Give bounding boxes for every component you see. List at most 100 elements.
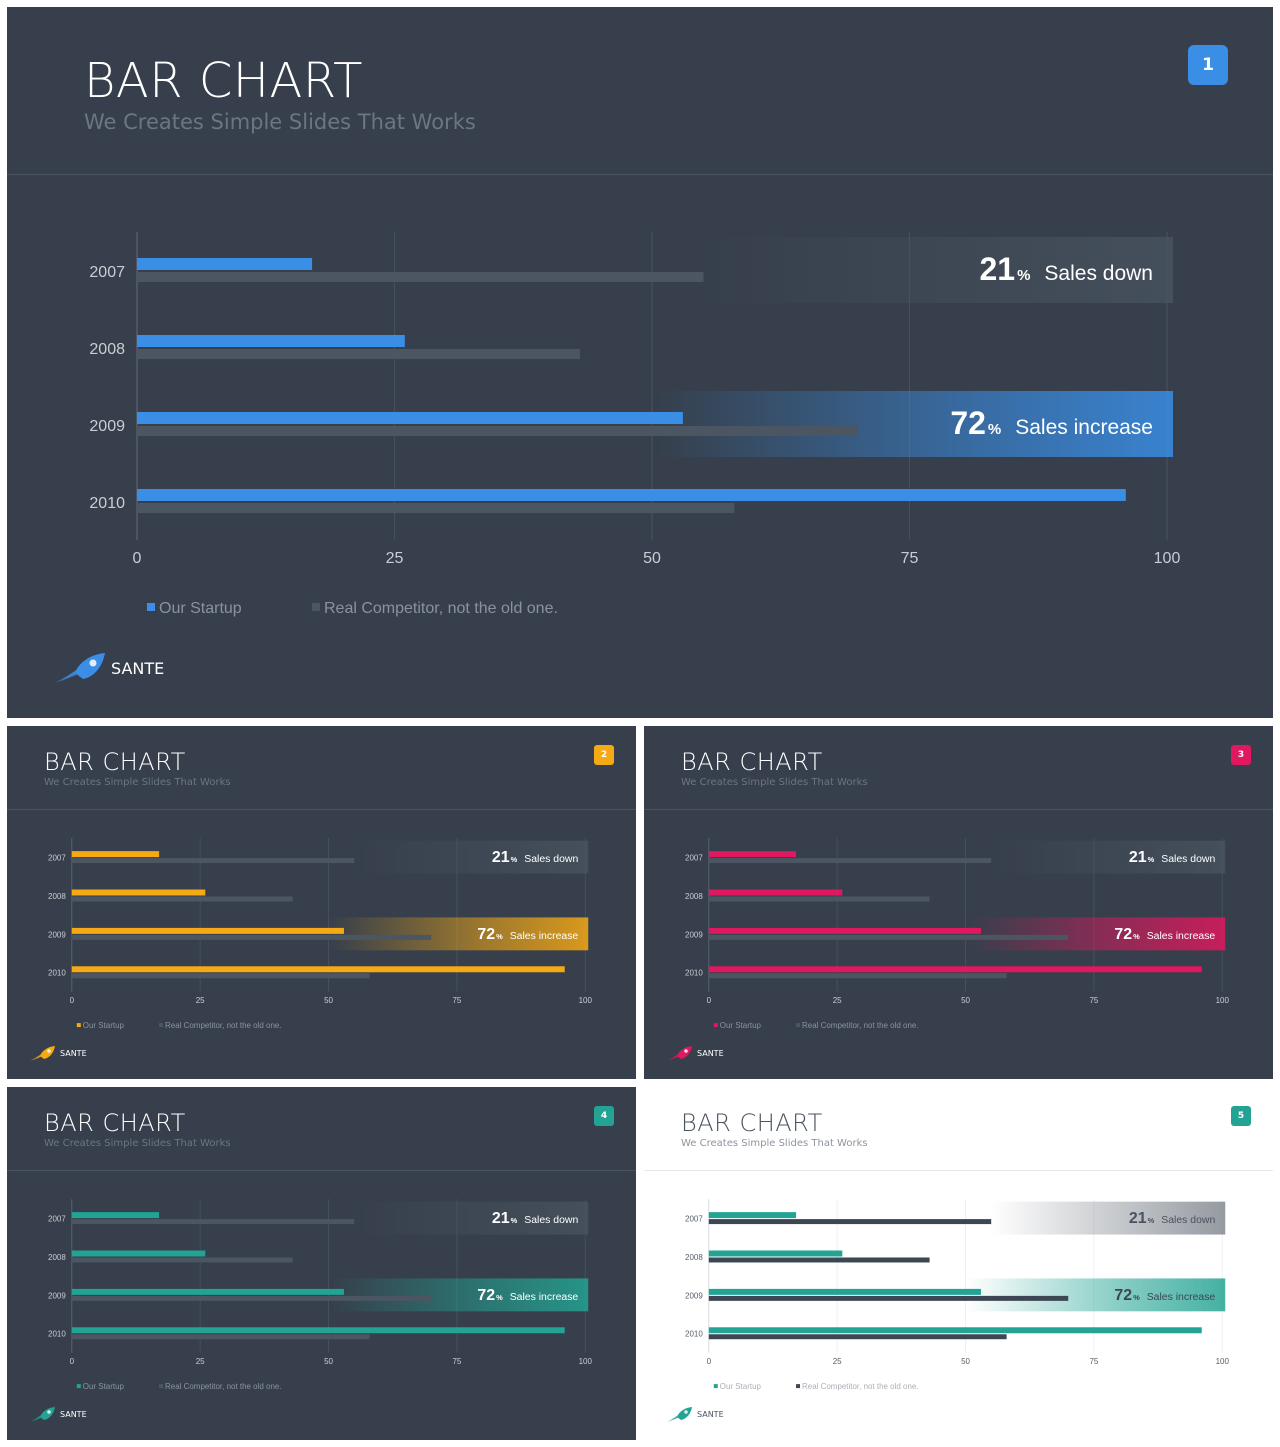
brand-logo: SANTE <box>666 1406 724 1423</box>
legend-label: Our Startup <box>720 1382 762 1391</box>
brand-logo: SANTE <box>53 651 164 685</box>
x-tick-label: 50 <box>324 996 333 1005</box>
legend-swatch <box>76 1023 81 1028</box>
y-tick-label: 2010 <box>685 1330 703 1339</box>
x-tick-label: 100 <box>579 1357 593 1366</box>
y-tick-label: 2010 <box>89 495 125 512</box>
annotation-unit: % <box>1148 855 1155 864</box>
slide-title: BAR CHART <box>44 748 186 776</box>
legend-swatch <box>147 603 155 611</box>
y-tick-label: 2007 <box>685 1215 703 1224</box>
legend-swatch <box>159 1384 164 1389</box>
bar-competitor <box>708 1295 1069 1301</box>
header-divider <box>644 1170 1273 1171</box>
x-tick-label: 100 <box>579 996 593 1005</box>
annotation-text: 72% Sales increase <box>950 405 1153 441</box>
brand-logo: SANTE <box>666 1045 724 1062</box>
page-number-badge: 2 <box>594 745 614 765</box>
bar-our-startup <box>71 927 344 934</box>
rocket-window <box>47 1049 51 1053</box>
bar-competitor <box>71 1257 293 1263</box>
y-tick-label: 2008 <box>89 341 125 358</box>
annotation-band <box>965 917 1226 951</box>
bar-our-startup <box>71 1250 206 1257</box>
bar-our-startup <box>71 966 565 973</box>
bar-our-startup <box>137 489 1126 501</box>
annotation-value: 72 <box>950 405 986 441</box>
slide-1: BAR CHART We Creates Simple Slides That … <box>7 7 1273 718</box>
bar-our-startup <box>71 889 206 896</box>
rocket-body <box>75 653 105 679</box>
x-tick-label: 25 <box>196 1357 205 1366</box>
annotation-text: 21% Sales down <box>1129 849 1216 866</box>
bar-competitor <box>71 1295 432 1301</box>
bar-competitor <box>137 426 858 436</box>
x-tick-label: 0 <box>70 996 75 1005</box>
rocket-icon <box>667 1407 692 1422</box>
rocket-body <box>677 1407 692 1420</box>
bar-competitor <box>137 349 580 359</box>
bar-competitor <box>71 973 370 979</box>
slide-subtitle: We Creates Simple Slides That Works <box>84 110 476 134</box>
legend-label: Our Startup <box>83 1021 125 1030</box>
bar-our-startup <box>708 1250 843 1257</box>
annotation-text: 21% Sales down <box>492 1210 579 1227</box>
annotation-value: 72 <box>1114 926 1132 943</box>
y-tick-label: 2009 <box>685 1291 703 1300</box>
bar-competitor <box>71 1219 355 1225</box>
brand-name: SANTE <box>60 1410 87 1419</box>
y-tick-label: 2010 <box>685 969 703 978</box>
slide-subtitle: We Creates Simple Slides That Works <box>44 777 231 788</box>
rocket-window <box>89 659 97 667</box>
slide-5: BAR CHART We Creates Simple Slides That … <box>644 1087 1273 1440</box>
bar-competitor <box>71 896 293 902</box>
rocket-body <box>40 1407 55 1420</box>
bar-our-startup <box>708 966 1202 973</box>
annotation-band <box>991 1201 1226 1235</box>
slide-title: BAR CHART <box>681 748 823 776</box>
annotation-value: 72 <box>477 1287 495 1304</box>
legend-swatch <box>713 1023 718 1028</box>
annotation-label: Sales increase <box>1147 931 1216 942</box>
x-tick-label: 25 <box>833 1357 842 1366</box>
x-tick-label: 100 <box>1216 1357 1230 1366</box>
annotation-band <box>652 391 1173 457</box>
annotation-text: 72% Sales increase <box>1114 1287 1215 1304</box>
bar-chart: 21% Sales down 72% Sales increase 2007 2008 20… <box>48 838 593 1030</box>
header-divider <box>7 809 636 810</box>
y-tick-label: 2008 <box>48 892 66 901</box>
bar-competitor <box>708 1334 1007 1340</box>
annotation-unit: % <box>496 1293 503 1302</box>
legend-swatch <box>796 1384 801 1389</box>
annotation-value: 21 <box>492 849 510 866</box>
brand-name: SANTE <box>697 1049 724 1058</box>
annotation-label: Sales down <box>524 854 578 865</box>
bar-competitor <box>71 934 432 940</box>
page-number-badge: 3 <box>1231 745 1251 765</box>
legend-label: Our Startup <box>83 1382 125 1391</box>
rocket-icon <box>30 1407 55 1422</box>
x-tick-label: 50 <box>643 550 661 567</box>
y-tick-label: 2010 <box>48 1330 66 1339</box>
bar-our-startup <box>71 851 160 858</box>
bar-our-startup <box>71 1288 344 1295</box>
bar-our-startup <box>708 889 843 896</box>
annotation-value: 21 <box>1129 1210 1147 1227</box>
annotation-label: Sales increase <box>510 1292 579 1303</box>
x-tick-label: 25 <box>386 550 404 567</box>
rocket-icon <box>667 1046 692 1061</box>
bar-our-startup <box>708 1288 981 1295</box>
x-tick-label: 0 <box>70 1357 75 1366</box>
annotation-band <box>328 1278 589 1312</box>
annotation-band <box>703 237 1173 303</box>
annotation-band <box>328 917 589 951</box>
annotation-label: Sales down <box>524 1215 578 1226</box>
legend-swatch <box>713 1384 718 1389</box>
slide-4: BAR CHART We Creates Simple Slides That … <box>7 1087 636 1440</box>
x-tick-label: 25 <box>833 996 842 1005</box>
legend-label: Real Competitor, not the old one. <box>165 1021 282 1030</box>
y-tick-label: 2009 <box>48 1291 66 1300</box>
x-tick-label: 0 <box>707 996 712 1005</box>
bar-competitor <box>708 858 992 864</box>
bar-our-startup <box>71 1327 565 1334</box>
